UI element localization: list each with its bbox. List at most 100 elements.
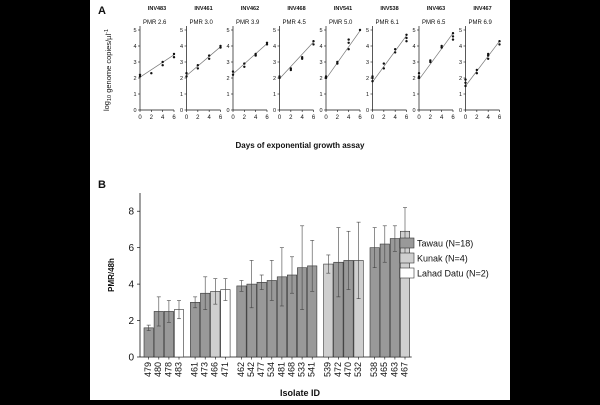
- y-tick-label: 1: [319, 92, 322, 98]
- data-point: [300, 56, 304, 59]
- panel-title: INV483: [148, 6, 166, 12]
- y-axis-label-part: genome copies/µl: [104, 34, 113, 95]
- x-tick-label: 4: [347, 115, 351, 121]
- y-tick-label: 1: [366, 92, 369, 98]
- bar-tick-label: 468: [286, 362, 296, 377]
- data-point: [486, 52, 490, 56]
- panel-title: INV467: [473, 6, 491, 12]
- bar: [236, 285, 247, 358]
- legend-label: Lahad Datu (N=2): [417, 269, 489, 279]
- data-point: [393, 51, 397, 54]
- data-point: [289, 67, 293, 70]
- fit-line: [325, 30, 361, 80]
- bar-tick-label: 479: [143, 362, 153, 377]
- bar-group: 467: [399, 207, 410, 377]
- bar-group: 473: [200, 276, 211, 377]
- legend-item: Lahad Datu (N=2): [399, 267, 489, 279]
- bar-tick-label: 481: [276, 362, 286, 377]
- bar-tick-label: 533: [296, 362, 306, 377]
- x-tick-label: 4: [254, 115, 258, 121]
- data-point: [498, 40, 501, 43]
- y-tick-label: 1: [273, 92, 276, 98]
- data-point: [405, 40, 408, 43]
- x-tick-label: 6: [312, 115, 316, 121]
- growth-panel: INV468 PMR 4.5 0 1 2 3 4 5 0 2 4 6: [273, 6, 316, 121]
- bar-group: 534: [266, 260, 277, 377]
- pmr-label: PMR 6.5: [422, 20, 446, 26]
- legend-label: Tawau (N=18): [417, 239, 473, 249]
- bar: [323, 263, 334, 358]
- data-point: [243, 65, 246, 69]
- y-tick-label: 0: [366, 108, 369, 114]
- y-tick-label: 1: [180, 92, 183, 98]
- panel-a-label: A: [98, 5, 106, 17]
- y-axis-label-part: 10: [107, 95, 113, 101]
- data-point: [172, 52, 176, 56]
- data-point: [243, 62, 246, 65]
- bar-tick-label: 478: [163, 362, 173, 377]
- bar-tick-label: 461: [189, 362, 199, 377]
- data-point: [451, 32, 455, 35]
- fit-line: [372, 35, 407, 83]
- x-tick-label: 2: [382, 115, 386, 121]
- panel-title: INV541: [334, 6, 352, 12]
- x-tick-label: 6: [358, 115, 362, 121]
- y-tick-label: 0: [319, 108, 322, 114]
- data-point: [347, 41, 350, 44]
- x-tick-label: 0: [464, 115, 468, 121]
- data-point: [196, 63, 200, 67]
- y-tick-label: 5: [459, 28, 462, 34]
- data-point: [185, 72, 188, 75]
- growth-panel: INV467 PMR 6.9 0 1 2 3 4 5 0 2 4 6: [459, 6, 502, 121]
- data-point: [464, 84, 467, 88]
- y-tick-label: 5: [273, 28, 276, 34]
- bar-group: 539: [323, 254, 334, 377]
- y-tick-label: 3: [273, 60, 276, 66]
- bar-group: 477: [256, 274, 267, 377]
- y-tick-label: 4: [180, 44, 183, 50]
- panel-a-x-axis-label: Days of exponential growth assay: [236, 141, 365, 150]
- panel-a-y-axis-label: log10 genome copies/µl-1: [102, 29, 113, 111]
- x-tick-label: 6: [172, 115, 176, 121]
- x-tick-label: 0: [278, 115, 282, 121]
- bar-group: 466: [210, 278, 221, 377]
- bar-group: 471: [220, 278, 231, 377]
- pmr-label: PMR 3.9: [236, 20, 260, 26]
- legend-item: Kunak (N=4): [399, 252, 468, 264]
- x-tick-label: 2: [289, 115, 293, 121]
- bar-group: 472: [333, 227, 344, 377]
- data-point: [265, 41, 269, 44]
- growth-panel: INV462 PMR 3.9 0 1 2 3 4 5 0 2 4 6: [226, 6, 269, 121]
- panel-title: INV462: [241, 6, 259, 12]
- y-tick-label: 2: [226, 76, 229, 82]
- data-point: [486, 57, 490, 60]
- data-point: [196, 67, 200, 70]
- data-point: [451, 38, 455, 41]
- x-tick-label: 4: [300, 115, 304, 121]
- x-tick-label: 2: [243, 115, 247, 121]
- x-tick-label: 6: [498, 115, 502, 121]
- x-tick-label: 0: [417, 115, 421, 121]
- bar-tick-label: 532: [353, 362, 363, 377]
- legend-swatch: [399, 252, 415, 264]
- y-tick-label: 1: [133, 92, 136, 98]
- bar: [143, 327, 154, 358]
- data-point: [417, 72, 421, 75]
- y-tick-label: 2: [459, 76, 462, 82]
- bar-group: 470: [343, 230, 354, 377]
- x-tick-label: 0: [231, 115, 235, 121]
- y-tick-label: 0: [412, 108, 415, 114]
- y-tick-label: 5: [319, 28, 322, 34]
- growth-panel: INV461 PMR 3.0 0 1 2 3 4 5 0 2 4 6: [180, 6, 223, 121]
- data-point: [371, 80, 374, 83]
- bar-group: 483: [173, 300, 185, 377]
- data-point: [405, 36, 408, 40]
- data-point: [451, 35, 455, 38]
- data-point: [382, 67, 386, 70]
- y-tick-label: 4: [459, 44, 462, 50]
- bar-tick-label: 534: [266, 362, 276, 377]
- bar-group: 461: [189, 296, 201, 377]
- data-point: [219, 44, 222, 48]
- panel-title: INV468: [287, 6, 305, 12]
- bar-tick-label: 480: [153, 362, 163, 377]
